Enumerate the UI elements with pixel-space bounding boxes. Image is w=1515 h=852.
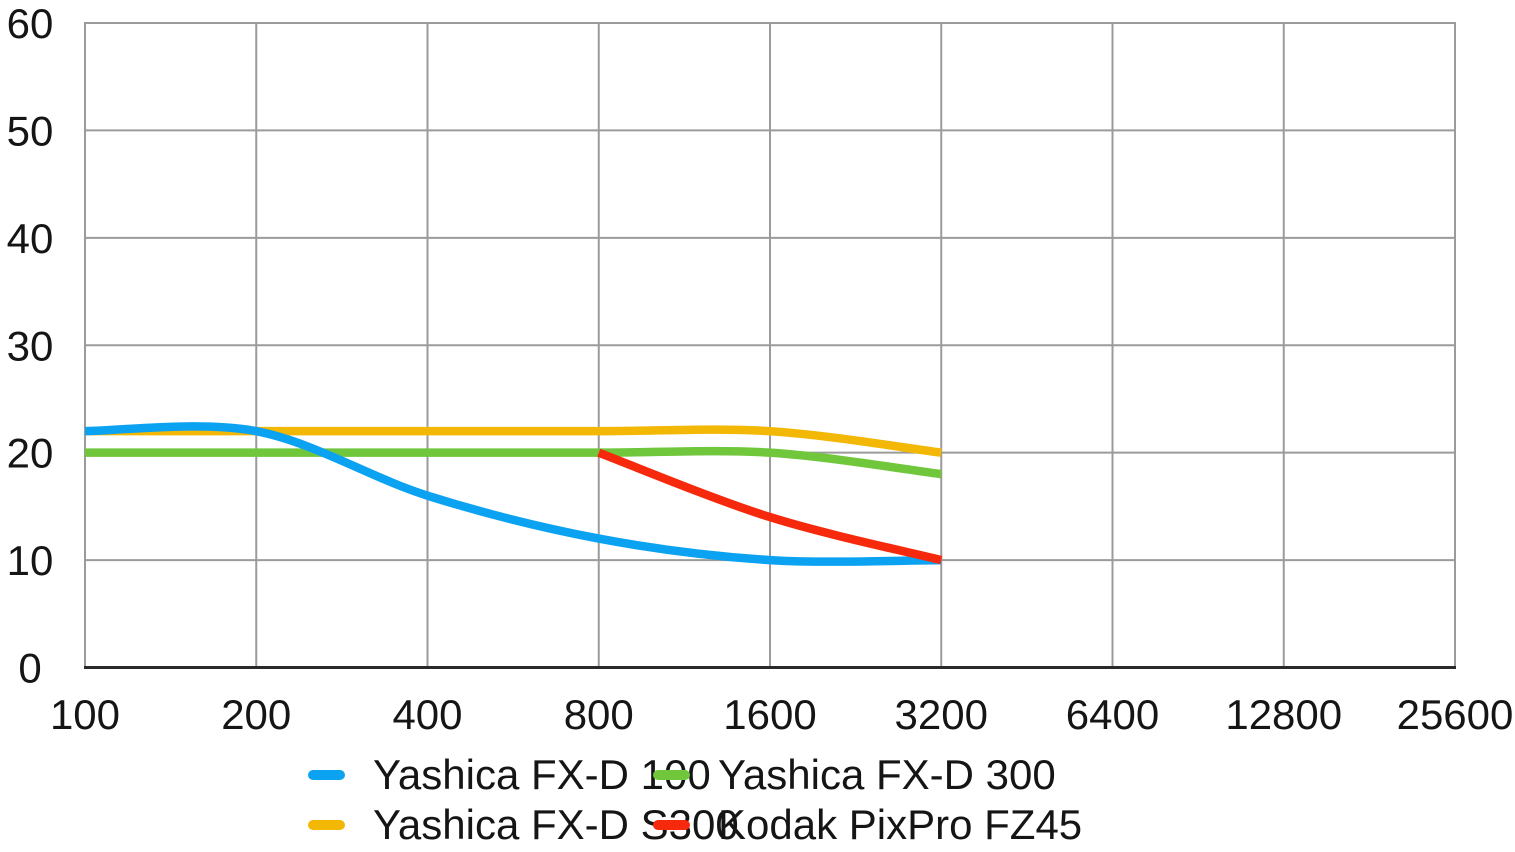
x-tick-label: 400 bbox=[392, 691, 462, 738]
legend-swatch-red-icon bbox=[653, 820, 690, 830]
x-tick-label: 12800 bbox=[1225, 691, 1342, 738]
legend-item-yashica-fx-d-300: Yashica FX-D 300 bbox=[653, 754, 1082, 796]
chart-legend: Yashica FX-D 100 Yashica FX-D 300 Yashic… bbox=[308, 750, 1082, 850]
legend-swatch-yellow-icon bbox=[308, 820, 345, 830]
y-tick-label: 20 bbox=[7, 430, 54, 477]
y-tick-label: 50 bbox=[7, 107, 54, 154]
y-tick-label: 60 bbox=[7, 0, 54, 47]
legend-item-yashica-fx-d-100: Yashica FX-D 100 bbox=[308, 754, 711, 796]
series-line-kodak-pixpro-fz45 bbox=[597, 448, 943, 565]
series-line-yashica-fx-d-300 bbox=[84, 446, 942, 479]
y-tick-label: 0 bbox=[18, 645, 41, 692]
legend-label: Yashica FX-D 300 bbox=[718, 751, 1056, 798]
legend-item-kodak-pixpro-fz45: Kodak PixPro FZ45 bbox=[653, 804, 1082, 846]
x-tick-label: 800 bbox=[564, 691, 634, 738]
y-tick-label: 40 bbox=[7, 215, 54, 262]
y-tick-label: 10 bbox=[7, 537, 54, 584]
x-tick-label: 3200 bbox=[895, 691, 988, 738]
y-tick-label: 30 bbox=[7, 322, 54, 369]
legend-label: Kodak PixPro FZ45 bbox=[718, 801, 1083, 848]
x-tick-label: 6400 bbox=[1066, 691, 1159, 738]
x-tick-label: 25600 bbox=[1397, 691, 1514, 738]
x-tick-label: 200 bbox=[221, 691, 291, 738]
x-tick-label: 100 bbox=[50, 691, 120, 738]
legend-swatch-blue-icon bbox=[308, 770, 345, 780]
legend-swatch-green-icon bbox=[653, 770, 690, 780]
series-line-yashica-fx-d-100 bbox=[84, 422, 942, 566]
x-tick-label: 1600 bbox=[723, 691, 816, 738]
legend-item-yashica-fx-d-s300: Yashica FX-D S300 bbox=[308, 804, 739, 846]
